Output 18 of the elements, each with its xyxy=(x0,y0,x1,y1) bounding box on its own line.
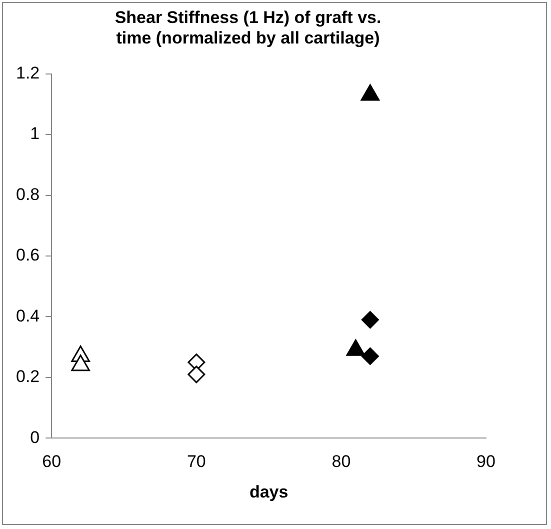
point xyxy=(361,347,379,365)
x-tick-label: 90 xyxy=(476,452,496,472)
y-tick-label: 0.8 xyxy=(16,184,40,204)
y-tick-label: 0.2 xyxy=(16,367,40,386)
y-tick-label: 1 xyxy=(30,124,40,144)
x-tick-label: 60 xyxy=(42,452,62,472)
x-axis-title: days xyxy=(249,482,288,502)
y-tick-label: 0 xyxy=(30,428,40,447)
text: Shear Stiffness (1 Hz) of graft vs. xyxy=(114,8,382,27)
point xyxy=(360,84,380,101)
text: time (normalized by all cartilage) xyxy=(116,28,380,48)
y-tick-label: 0.6 xyxy=(16,246,40,265)
x-tick-label: 70 xyxy=(186,452,206,472)
y-tick-label: 1.2 xyxy=(16,63,40,82)
point xyxy=(361,311,379,329)
x-tick-label: 80 xyxy=(332,452,351,472)
y-tick-label: 0.4 xyxy=(16,306,40,326)
point xyxy=(188,366,206,384)
